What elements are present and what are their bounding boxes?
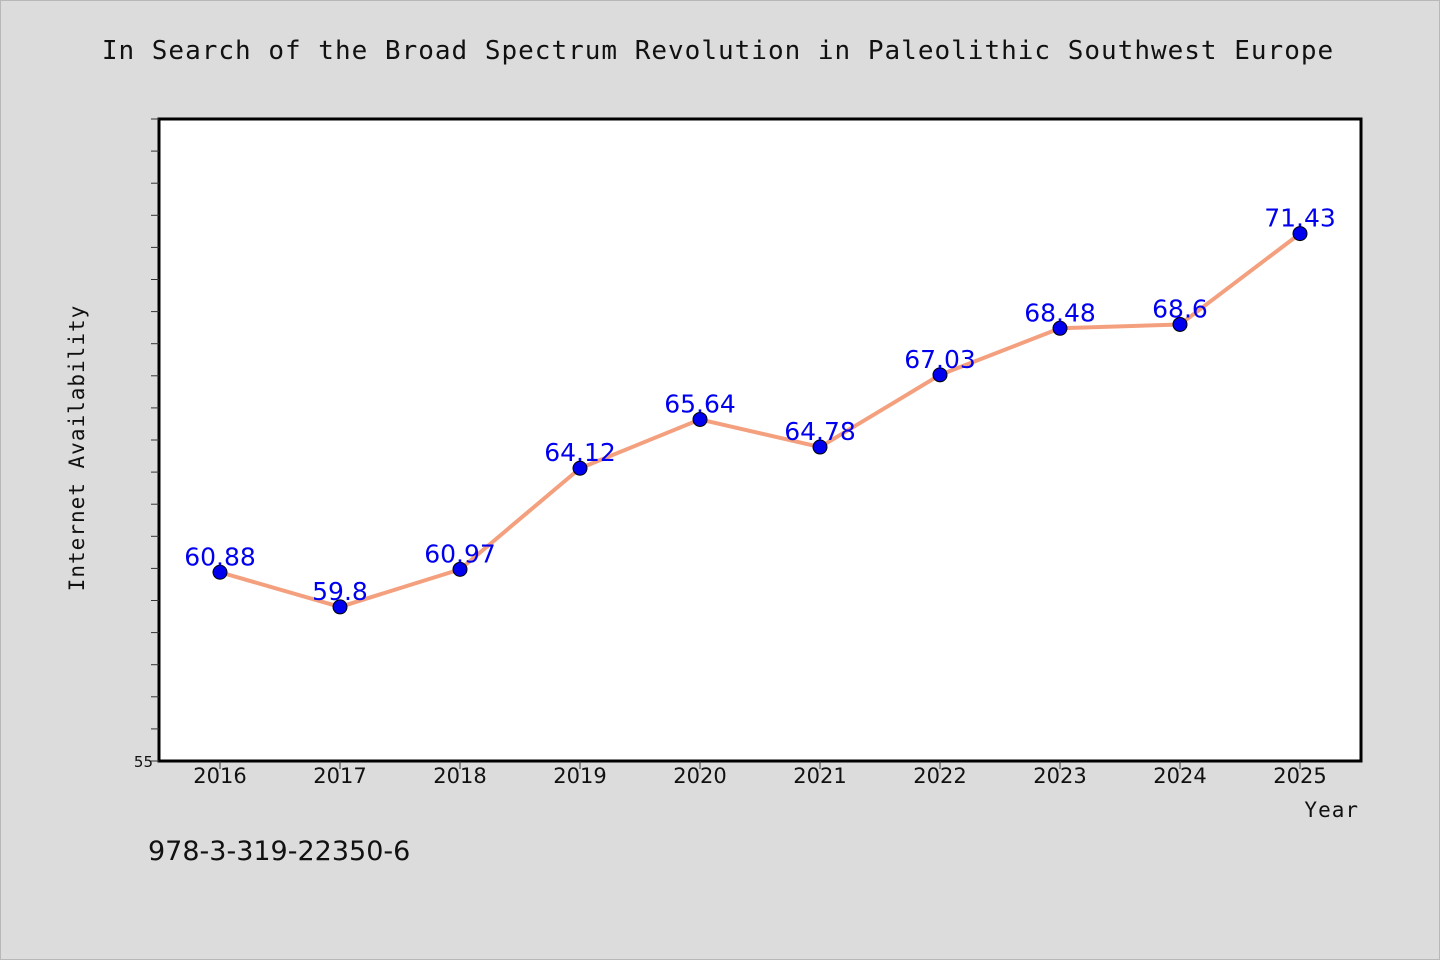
plot-area — [157, 117, 1363, 763]
x-tick-label: 2025 — [1273, 764, 1326, 788]
isbn-caption: 978-3-319-22350-6 — [148, 836, 411, 867]
data-point — [812, 439, 828, 455]
data-point — [452, 561, 468, 577]
data-point — [932, 367, 948, 383]
data-label: 60.97 — [424, 539, 496, 568]
data-label: 71.43 — [1264, 204, 1336, 233]
x-tick-label: 2021 — [793, 764, 846, 788]
y-axis-title: Internet Availability — [65, 305, 89, 592]
data-point — [212, 564, 228, 580]
data-label: 68.6 — [1152, 294, 1208, 323]
y-axis-ticks: 55 — [134, 118, 159, 771]
x-tick-label: 2019 — [553, 764, 606, 788]
chart-title: In Search of the Broad Spectrum Revoluti… — [101, 36, 1335, 66]
data-labels: 60.88 59.8 60.97 64.12 65.64 64.78 67.03 68.48 6… — [184, 204, 1336, 606]
data-label: 60.88 — [184, 542, 256, 571]
data-point — [572, 460, 588, 476]
series-line — [218, 231, 1302, 609]
data-point — [1292, 226, 1308, 242]
x-tick-label: 2020 — [673, 764, 726, 788]
data-label: 59.8 — [312, 577, 368, 606]
data-label: 67.03 — [904, 345, 976, 374]
x-axis-ticks: 2016 2017 2018 2019 2020 2021 2022 2023 2024 2025 — [193, 761, 1327, 788]
x-tick-label: 2018 — [433, 764, 486, 788]
data-point — [692, 411, 708, 427]
data-label: 64.78 — [784, 417, 856, 446]
x-tick-label: 2022 — [913, 764, 966, 788]
x-tick-label: 2016 — [193, 764, 246, 788]
series-line-group — [218, 231, 1302, 609]
x-tick-label: 2017 — [313, 764, 366, 788]
data-point — [1172, 316, 1188, 332]
x-tick-label: 2024 — [1153, 764, 1206, 788]
data-label: 64.12 — [544, 438, 616, 467]
data-point — [1052, 320, 1068, 336]
data-point — [332, 599, 348, 615]
data-label: 68.48 — [1024, 298, 1096, 327]
x-tick-label: 2023 — [1033, 764, 1086, 788]
y-tick-label: 55 — [134, 753, 153, 771]
data-label: 65.64 — [664, 389, 736, 418]
data-markers — [212, 226, 1308, 615]
x-axis-title: Year — [1304, 798, 1359, 822]
